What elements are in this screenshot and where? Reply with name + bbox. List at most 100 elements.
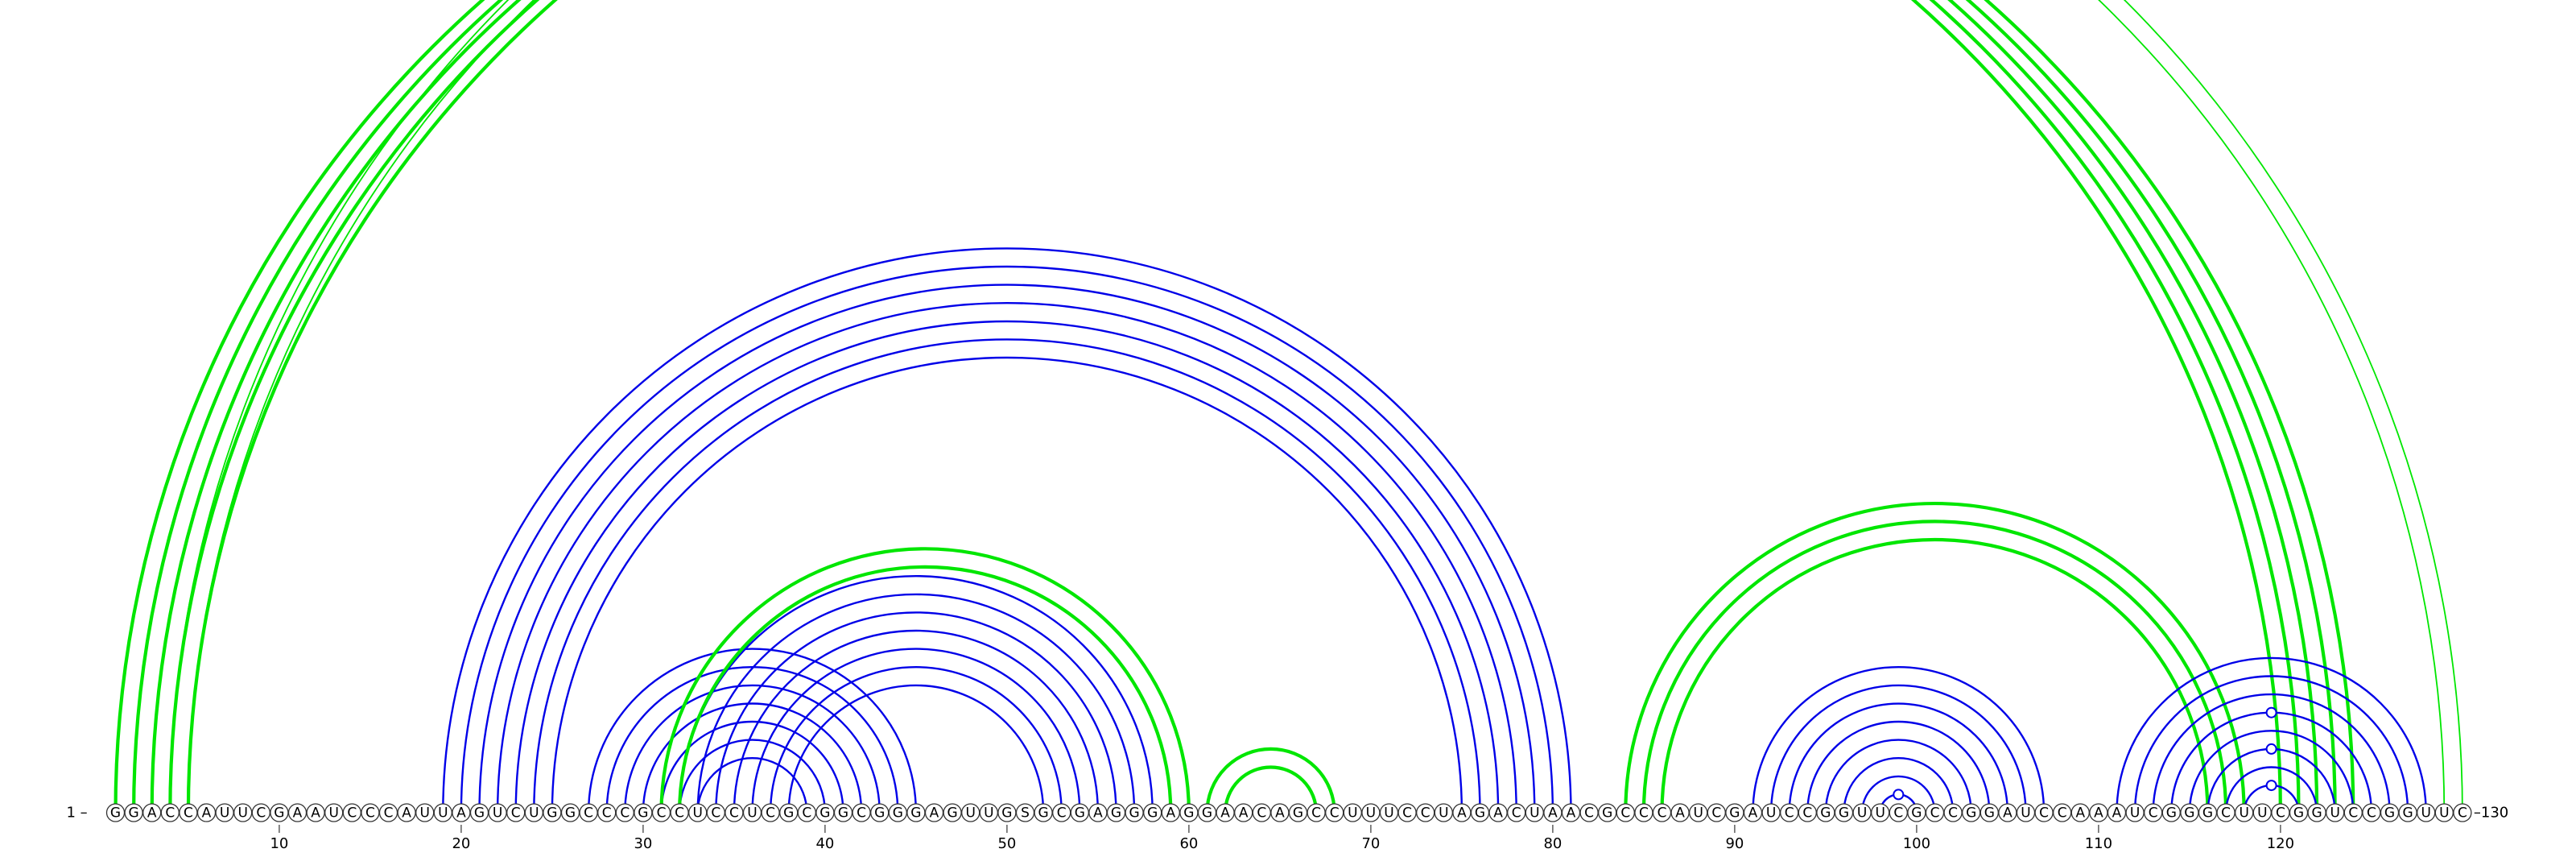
nucleotide-letter: C <box>2348 805 2358 822</box>
nucleotide-letter: U <box>1693 805 1703 822</box>
nucleotide-35: C <box>724 803 744 822</box>
arc-34-56 <box>715 611 1117 814</box>
nucleotide-letter: G <box>1129 805 1140 822</box>
nucleotide-6: A <box>196 803 217 822</box>
nucleotide-59: A <box>1161 803 1180 822</box>
nucleotide-letter: A <box>1166 805 1175 822</box>
nucleotide-letter: C <box>657 805 667 822</box>
nucleotide-letter: C <box>2367 805 2376 822</box>
nucleotide-62: A <box>1216 803 1235 822</box>
arc-21-79 <box>478 284 1536 814</box>
nucleotide-9: C <box>251 803 270 822</box>
nucleotide-letter: A <box>1093 805 1103 822</box>
nucleotide-94: C <box>1798 803 1817 822</box>
sequence-end-label: –130 <box>2474 805 2508 822</box>
tick-10: 10 <box>270 825 288 852</box>
nucleotide-53: C <box>1052 803 1071 822</box>
nucleotide-122: G <box>2307 803 2326 822</box>
nucleotide-letter: G <box>910 805 921 822</box>
nucleotide-96: G <box>1834 803 1854 822</box>
nucleotide-letter: G <box>1911 805 1922 822</box>
nucleotide-letter: U <box>2239 805 2248 822</box>
nucleotide-letter: C <box>256 805 266 822</box>
nucleotide-letter: A <box>1239 805 1249 822</box>
nucleotide-112: U <box>2125 803 2145 822</box>
nucleotide-128: U <box>2417 803 2436 822</box>
nucleotide-letter: U <box>2021 805 2030 822</box>
tick-50: 50 <box>997 825 1016 852</box>
arc-31-41 <box>660 720 844 814</box>
nucleotide-79: U <box>1525 803 1544 822</box>
nucleotide-letter: U <box>2257 805 2267 822</box>
nucleotide-letter: G <box>638 805 648 822</box>
tick-label: 120 <box>2267 835 2294 852</box>
nucleotide-letter: U <box>529 805 539 822</box>
nucleotide-letter: C <box>1948 805 1958 822</box>
nucleotide-54: G <box>1070 803 1089 822</box>
nucleotide-90: G <box>1725 803 1744 822</box>
nucleotide-40: G <box>815 803 835 822</box>
nucleotide-80: A <box>1543 803 1563 822</box>
nucleotide-3: A <box>142 803 162 822</box>
arc-31-60 <box>659 547 1191 814</box>
nucleotide-letter: G <box>274 805 284 822</box>
nucleotide-41: G <box>833 803 853 822</box>
nucleotide-letter: U <box>1530 805 1539 822</box>
nucleotide-letter: U <box>965 805 975 822</box>
tick-30: 30 <box>634 825 652 852</box>
nucleotide-38: G <box>779 803 799 822</box>
nucleotide-letter: C <box>602 805 612 822</box>
arc-36-54 <box>751 648 1081 814</box>
nucleotide-circle <box>2453 803 2472 822</box>
arc-marker-116-123 <box>2265 743 2277 755</box>
nucleotide-11: A <box>287 803 308 822</box>
nucleotide-121: G <box>2289 803 2309 822</box>
nucleotide-letter: C <box>2458 805 2467 822</box>
nucleotide-letter: G <box>1075 805 1085 822</box>
nucleotide-letter: U <box>493 805 502 822</box>
nucleotide-30: G <box>634 803 653 822</box>
arc-91-107 <box>1752 666 2046 814</box>
nucleotide-letter: U <box>984 805 993 822</box>
tick-110: 110 <box>2085 825 2112 852</box>
arc-29-43 <box>624 684 881 814</box>
nucleotide-letter: U <box>1857 805 1867 822</box>
nucleotide-74: U <box>1434 803 1453 822</box>
nucleotide-letter: G <box>1984 805 1995 822</box>
arc-1-120 <box>114 0 2282 814</box>
arc-32-40 <box>678 739 827 814</box>
nucleotide-126: G <box>2380 803 2400 822</box>
nucleotide-letter: A <box>1457 805 1467 822</box>
nucleotide-letter: C <box>511 805 521 822</box>
nucleotide-letter: A <box>1675 805 1685 822</box>
nucleotide-8: U <box>233 803 253 822</box>
nucleotide-50: G <box>997 803 1017 822</box>
nucleotide-letter: C <box>729 805 739 822</box>
nucleotide-letter: A <box>1220 805 1230 822</box>
nucleotide-117: C <box>2216 803 2235 822</box>
nucleotide-letter: A <box>1493 805 1503 822</box>
nucleotide-letter: C <box>184 805 193 822</box>
nucleotide-124: C <box>2343 803 2363 822</box>
arc-marker-98-100 <box>1893 789 1905 801</box>
nucleotide-letter: A <box>930 805 939 822</box>
nucleotide-letter: G <box>474 805 485 822</box>
nucleotide-22: U <box>488 803 507 822</box>
tick-120: 120 <box>2267 825 2294 852</box>
nucleotide-letter: G <box>783 805 794 822</box>
nucleotide-letter: C <box>1893 805 1903 822</box>
nucleotide-69: U <box>1343 803 1362 822</box>
tick-label: 40 <box>815 835 834 852</box>
nucleotide-letter: G <box>1038 805 1049 822</box>
arc-23-77 <box>514 320 1500 814</box>
nucleotide-48: U <box>961 803 980 822</box>
nucleotide-letter: U <box>1348 805 1357 822</box>
nucleotide-24: U <box>524 803 543 822</box>
arc-35-55 <box>733 629 1100 814</box>
nucleotide-letter: G <box>1602 805 1612 822</box>
arc-32-59 <box>678 565 1173 814</box>
nucleotide-83: G <box>1598 803 1617 822</box>
arc-85-117 <box>1641 520 2228 814</box>
arc-97-101 <box>1860 775 1936 814</box>
arc-marker-118-121 <box>2265 780 2277 792</box>
